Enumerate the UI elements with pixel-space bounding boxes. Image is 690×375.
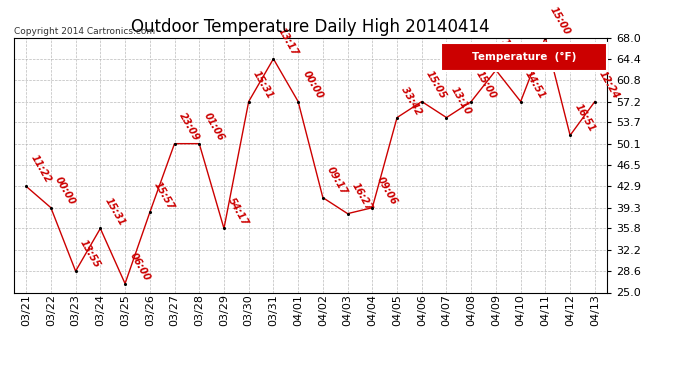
Text: 01:06: 01:06 [201, 111, 226, 142]
Text: 13:10: 13:10 [449, 85, 473, 116]
Point [144, 210, 155, 216]
Text: 33:42: 33:42 [400, 85, 424, 116]
Point [194, 141, 205, 147]
Point [317, 195, 328, 201]
Point [119, 280, 130, 286]
Point [268, 56, 279, 62]
Point [564, 132, 575, 138]
Text: Copyright 2014 Cartronics.com: Copyright 2014 Cartronics.com [14, 27, 155, 36]
Text: 23:09: 23:09 [177, 111, 201, 142]
Point [416, 99, 427, 105]
Point [70, 268, 81, 274]
Point [441, 114, 452, 120]
Text: 06:00: 06:00 [128, 251, 152, 282]
Point [589, 99, 600, 105]
Text: 15:00: 15:00 [474, 69, 497, 100]
Point [169, 141, 180, 147]
Text: 15:05: 15:05 [424, 69, 448, 100]
Text: 54:17: 54:17 [226, 195, 250, 227]
Text: 00:00: 00:00 [301, 69, 325, 100]
Point [95, 225, 106, 231]
Point [342, 211, 353, 217]
Text: 15:00: 15:00 [548, 4, 572, 36]
Point [515, 99, 526, 105]
Point [243, 99, 254, 105]
Point [367, 205, 378, 211]
Text: 11:22: 11:22 [29, 153, 52, 185]
Text: 00:00: 00:00 [53, 175, 77, 207]
Point [540, 34, 551, 40]
Point [293, 99, 304, 105]
Text: 12:24: 12:24 [598, 69, 622, 100]
Point [46, 205, 57, 211]
Text: 16:27: 16:27 [350, 181, 374, 213]
Text: 15:31: 15:31 [251, 69, 275, 100]
Text: 14:51: 14:51 [523, 69, 547, 100]
Text: 16:51: 16:51 [573, 102, 597, 134]
Text: 13:17: 13:17 [276, 26, 300, 58]
Point [21, 183, 32, 189]
Text: 09:17: 09:17 [326, 165, 349, 196]
Text: 13:55: 13:55 [78, 238, 102, 270]
Point [391, 114, 402, 120]
Text: 15:57: 15:57 [152, 180, 177, 211]
Text: 15:31: 15:31 [103, 195, 127, 227]
Text: 09:06: 09:06 [375, 175, 399, 207]
Point [466, 99, 477, 105]
Title: Outdoor Temperature Daily High 20140414: Outdoor Temperature Daily High 20140414 [131, 18, 490, 36]
Text: 15:23: 15:23 [498, 37, 522, 69]
Point [219, 225, 230, 231]
Point [491, 67, 502, 73]
